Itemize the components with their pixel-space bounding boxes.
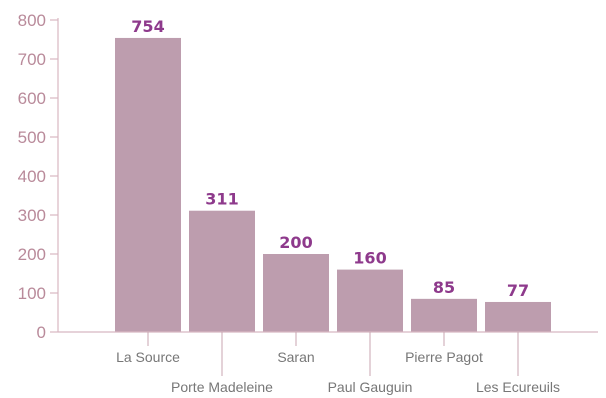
bar: [411, 298, 477, 332]
y-tick-label: 300: [18, 206, 46, 225]
y-tick-label: 600: [18, 89, 46, 108]
y-tick-label: 200: [18, 245, 46, 264]
bar: [337, 269, 403, 332]
y-axis: 0 100 200 300 400 500 600 700 800: [18, 11, 59, 342]
y-tick-label: 100: [18, 284, 46, 303]
y-tick-label: 0: [37, 323, 46, 342]
data-label: 311: [205, 190, 238, 209]
data-label: 77: [507, 281, 529, 300]
data-label: 160: [353, 249, 386, 268]
y-tick-label: 400: [18, 167, 46, 186]
bars: [115, 37, 551, 332]
bar: [189, 210, 255, 332]
data-label: 200: [279, 233, 312, 252]
y-tick-label: 700: [18, 50, 46, 69]
bar: [485, 301, 551, 332]
x-tick-label: La Source: [116, 349, 180, 365]
bar: [115, 37, 181, 332]
x-tick-label: Saran: [277, 349, 314, 365]
x-tick-label: Les Ecureuils: [476, 379, 560, 395]
x-tick-label: Porte Madeleine: [171, 379, 273, 395]
y-tick-label: 500: [18, 128, 46, 147]
x-tick-label: Paul Gauguin: [328, 379, 413, 395]
x-tick-label: Pierre Pagot: [405, 349, 483, 365]
y-tick-label: 800: [18, 11, 46, 30]
data-labels: 754 311 200 160 85 77: [131, 17, 529, 300]
bar: [263, 254, 329, 332]
data-label: 85: [433, 278, 455, 297]
data-label: 754: [131, 17, 164, 36]
